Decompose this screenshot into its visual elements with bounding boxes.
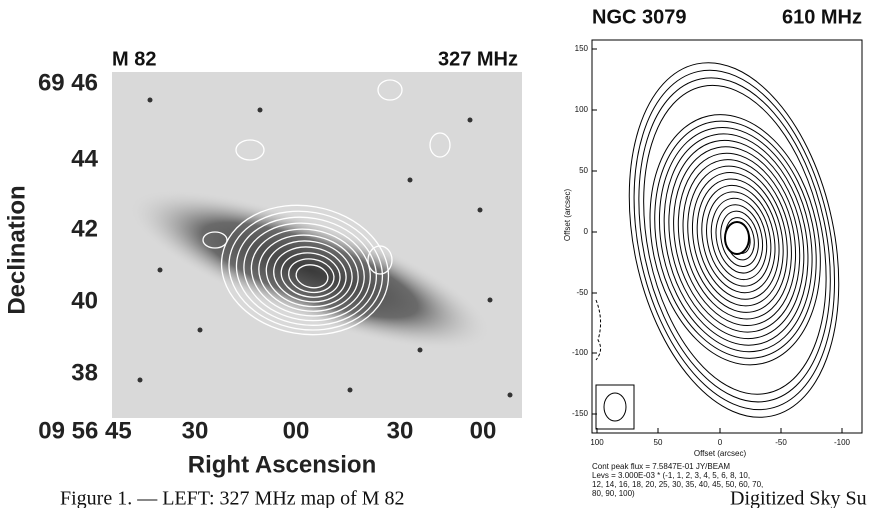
y-tick-label: 38 [71,359,98,386]
contour [295,264,329,289]
contour [687,165,788,313]
star [417,347,423,353]
right-plot [591,39,863,434]
plot-note: Levs = 3.000E-03 * (-1, 1, 2, 3, 4, 5, 6… [592,471,750,480]
contour [250,228,365,317]
contour [367,245,393,275]
y-tick-label: 42 [71,215,98,242]
contour [706,191,772,287]
star [407,177,413,183]
x-tick-label: 30 [182,417,209,444]
panel-frequency: 327 MHz [438,48,518,70]
x-tick-label: 100 [590,438,604,447]
y-tick-label: 40 [71,287,98,314]
contour [673,146,801,333]
star [467,117,473,123]
y-tick-label: -50 [576,288,588,297]
x-tick-label: 00 [283,417,310,444]
contour [288,258,335,294]
y-tick-label: 50 [579,166,588,175]
contour [280,252,341,298]
y-tick-label: -150 [572,409,589,418]
contour [235,216,378,326]
star [477,207,483,213]
star [257,107,263,113]
contour [663,133,809,346]
x-tick-label: 00 [470,417,497,444]
contour [243,222,371,322]
contour [643,84,827,395]
contour [715,204,764,274]
contour [649,114,821,366]
x-tick-label: -100 [834,438,851,447]
x-tick-label: -50 [775,438,787,447]
contour [696,178,780,300]
panel-title: M 82 [112,48,156,70]
x-axis-label: Offset (arcsec) [694,449,747,458]
contour [235,139,265,161]
x-tick-label: 09 56 45 [38,417,131,444]
contour [628,62,840,418]
contour [429,132,451,158]
x-axis-label: Right Ascension [188,451,376,478]
y-tick-label: 150 [575,44,589,53]
y-tick-label: 0 [584,227,589,236]
panel-frequency: 610 MHz [782,6,862,28]
contour [377,79,403,101]
plot-note: 12, 14, 16, 18, 20, 25, 30, 35, 40, 45, … [592,480,763,489]
contour [265,240,353,308]
panel-title: NGC 3079 [592,6,687,28]
contour [701,184,776,294]
star [347,387,353,393]
y-tick-label: 69 46 [38,69,98,96]
star [507,392,513,398]
star [137,377,143,383]
left-image [112,72,522,418]
plot-note: 80, 90, 100) [592,489,635,498]
y-tick-label: 44 [71,145,98,172]
plot-note: Cont peak flux = 7.5847E-01 JY/BEAM [592,462,730,471]
x-tick-label: 30 [387,417,414,444]
contour [720,210,759,267]
contour [228,210,384,331]
y-tick-label: -100 [572,348,589,357]
contour [633,69,836,411]
star [487,297,493,303]
contour [654,120,817,359]
contour [710,197,768,281]
star [157,267,163,273]
contour [668,139,805,340]
contour [202,231,228,249]
y-tick-label: 100 [575,105,589,114]
contour [658,127,813,353]
x-tick-label: 0 [718,438,723,447]
contour [682,159,792,320]
star [197,327,203,333]
contour [220,204,390,336]
contour [638,77,831,403]
x-tick-label: 50 [654,438,663,447]
star [147,97,153,103]
y-axis-label: Offset (arcsec) [563,189,572,242]
contour [273,246,347,303]
contour [691,172,784,307]
caption: Digitized Sky Su [730,488,867,508]
contour [677,152,797,326]
y-axis-label: Declination [3,185,30,314]
caption: Figure 1. — LEFT: 327 MHz map of M 82 [60,488,405,508]
contour [258,234,359,312]
